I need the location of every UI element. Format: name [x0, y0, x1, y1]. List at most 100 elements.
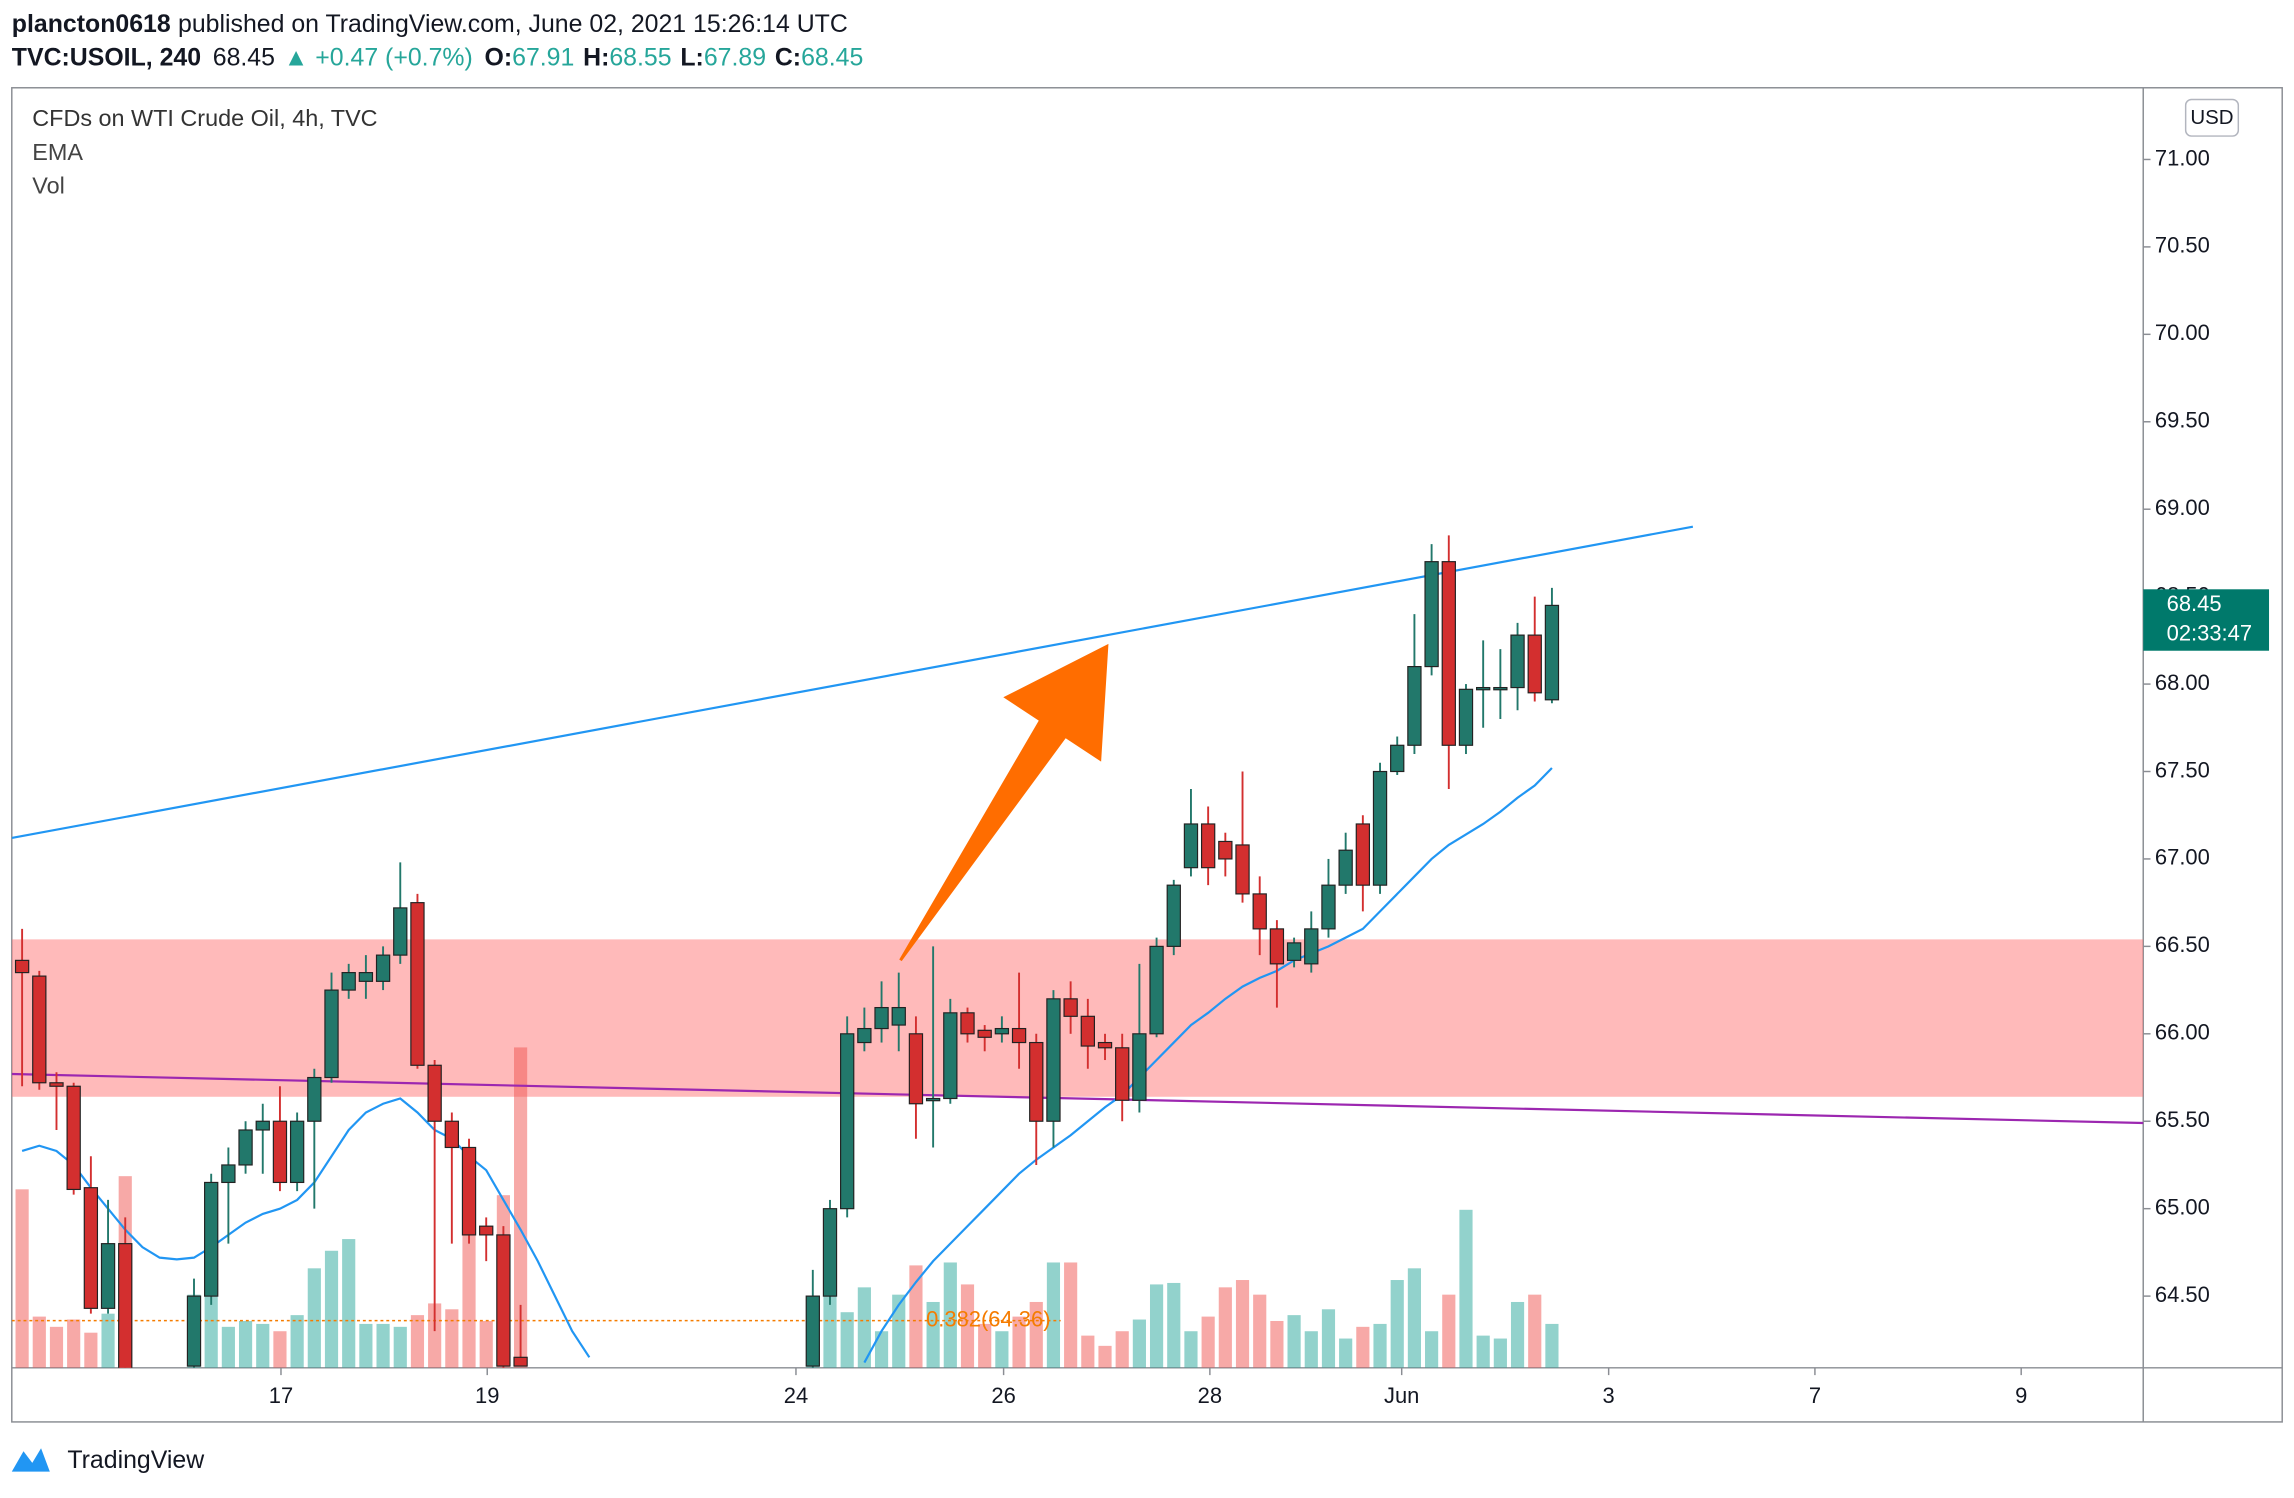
- y-tick-label: 70.50: [2155, 233, 2210, 258]
- candle-body: [840, 1033, 855, 1210]
- candle-body: [1321, 884, 1336, 930]
- candle-body: [822, 1208, 838, 1297]
- candle-body: [994, 1027, 1010, 1035]
- axes: 64.50 65.00 65.50 66.00 66.50 67.00 67.50 68.00…: [269, 145, 2270, 1408]
- ohlc-key: C:: [775, 43, 801, 71]
- candle-body: [1046, 998, 1061, 1122]
- candle-body: [255, 1120, 270, 1131]
- volume-bar: [479, 1320, 493, 1368]
- candle-body: [1407, 665, 1422, 746]
- candle-body: [1424, 561, 1439, 668]
- candle-body: [324, 989, 339, 1079]
- volume-bar: [256, 1323, 270, 1368]
- trend-line: [11, 1072, 2144, 1125]
- candle-body: [186, 1295, 202, 1367]
- volume-bar: [1373, 1323, 1387, 1368]
- volume-bar: [15, 1189, 29, 1368]
- candle-body: [1115, 1047, 1130, 1101]
- candle-body: [479, 1225, 494, 1236]
- candle-body: [83, 1187, 99, 1309]
- volume-bar: [1218, 1287, 1232, 1368]
- y-tick-label: 65.00: [2155, 1194, 2210, 1219]
- volume-bar: [1132, 1319, 1146, 1368]
- ohlc-value: 67.91: [512, 43, 574, 71]
- candle-body: [1218, 840, 1233, 860]
- candle-body: [1355, 823, 1371, 886]
- last-price-box: [2143, 589, 2270, 651]
- volume-bar: [324, 1250, 339, 1368]
- legend-ema: EMA: [32, 139, 83, 165]
- candle-body: [1510, 634, 1525, 689]
- candle-body: [49, 1082, 64, 1087]
- candle-body: [1269, 928, 1285, 965]
- volume-bar: [909, 1265, 923, 1368]
- candle-body: [1286, 942, 1302, 961]
- volume-bar: [1081, 1335, 1095, 1368]
- volume-bar: [1064, 1262, 1078, 1368]
- volume-bar: [1476, 1335, 1490, 1368]
- volume-bar: [960, 1284, 975, 1368]
- candle-body: [32, 975, 47, 1084]
- candle-body: [1080, 1015, 1095, 1047]
- volume-bar: [1390, 1280, 1404, 1368]
- symbol: TVC:USOIL, 240: [12, 43, 201, 71]
- volume-bar: [101, 1313, 115, 1368]
- volume-bar: [1442, 1294, 1456, 1368]
- candle-body: [1476, 686, 1491, 691]
- candle-body: [1029, 1041, 1044, 1122]
- volume-bar: [1287, 1315, 1301, 1368]
- volume-bar: [1510, 1301, 1525, 1368]
- y-tick-label: 65.50: [2155, 1107, 2210, 1132]
- volume-bar: [1304, 1331, 1318, 1368]
- volume-bar: [857, 1287, 871, 1368]
- currency: USD: [2190, 106, 2233, 129]
- volume-bar: [1012, 1316, 1026, 1368]
- volume-bar: [840, 1312, 854, 1368]
- logo-icon: [11, 1448, 50, 1472]
- candle-body: [960, 1012, 975, 1035]
- last-price: 68.45: [2167, 591, 2222, 616]
- candle-body: [857, 1027, 872, 1044]
- currency-box[interactable]: [2184, 98, 2240, 137]
- candle-body: [375, 954, 391, 982]
- volume-bar: [238, 1320, 253, 1368]
- resistance-zone: [11, 939, 2144, 1097]
- volume-bar: [1235, 1280, 1250, 1368]
- plot-area: 0.382(64.36): [11, 525, 2144, 1368]
- candle-body: [977, 1029, 992, 1038]
- ohlc-value: 68.55: [609, 43, 671, 71]
- y-tick-label: 67.50: [2155, 757, 2210, 782]
- ohlc-key: H:: [583, 43, 609, 71]
- volume-bar: [1115, 1331, 1129, 1368]
- y-tick-label: 66.00: [2155, 1020, 2210, 1045]
- volume-bar: [892, 1294, 906, 1368]
- x-tick-label: 9: [2015, 1383, 2027, 1408]
- candle-body: [221, 1164, 236, 1184]
- candle-body: [307, 1076, 322, 1122]
- y-tick-label: 67.00: [2155, 845, 2210, 870]
- logo: [11, 1448, 50, 1472]
- candle-body: [1304, 928, 1319, 965]
- candle-body: [341, 972, 356, 991]
- volume-bar: [1253, 1294, 1267, 1368]
- x-tick-label: 28: [1198, 1383, 1222, 1408]
- candle-body: [66, 1085, 81, 1191]
- volume-bar: [307, 1268, 321, 1368]
- trend-line: [11, 525, 1694, 840]
- candle-body: [100, 1243, 116, 1309]
- ohlc-key: L:: [680, 43, 703, 71]
- candle-body: [943, 1012, 958, 1100]
- legend-title: CFDs on WTI Crude Oil, 4h, TVC: [32, 105, 377, 131]
- candle-body: [908, 1033, 924, 1105]
- candle-body: [1390, 744, 1405, 773]
- volume-bar: [514, 1047, 528, 1368]
- x-tick-label: 17: [269, 1383, 293, 1408]
- y-tick-label: 69.50: [2155, 408, 2210, 433]
- last: 68.45: [213, 43, 275, 71]
- volume-bar: [1098, 1345, 1112, 1368]
- candle-body: [1338, 849, 1353, 886]
- candle-body: [1527, 634, 1542, 694]
- x-tick-label: 26: [991, 1383, 1015, 1408]
- volume-bar: [1339, 1338, 1353, 1368]
